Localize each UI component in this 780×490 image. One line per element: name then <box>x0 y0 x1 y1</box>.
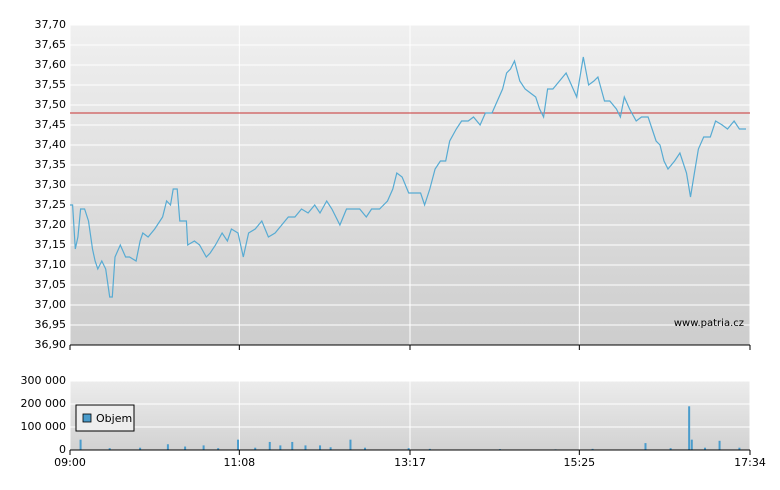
y-tick-label: 37,65 <box>35 38 67 51</box>
watermark: www.patria.cz <box>674 318 744 329</box>
volume-bar <box>291 441 294 450</box>
y-tick-label: 200 000 <box>21 397 67 410</box>
volume-bar <box>688 406 691 450</box>
y-tick-label: 37,40 <box>35 138 67 151</box>
volume-bar <box>319 445 322 450</box>
legend-label: Objem <box>96 412 132 425</box>
volume-bar <box>329 447 332 450</box>
x-tick-label: 09:00 <box>54 456 86 469</box>
y-tick-label: 37,30 <box>35 178 67 191</box>
y-tick-label: 100 000 <box>21 420 67 433</box>
volume-bar <box>669 448 672 450</box>
volume-bar <box>364 447 367 450</box>
volume-bar <box>591 448 594 450</box>
y-tick-label: 37,20 <box>35 218 67 231</box>
y-tick-label: 37,50 <box>35 98 67 111</box>
x-tick-label: 11:08 <box>223 456 255 469</box>
y-tick-label: 37,60 <box>35 58 67 71</box>
x-tick-label: 17:34 <box>734 456 766 469</box>
y-tick-label: 37,10 <box>35 258 67 271</box>
y-tick-label: 37,55 <box>35 78 67 91</box>
volume-bar <box>139 447 142 450</box>
volume-bar <box>407 448 410 450</box>
y-tick-label: 37,25 <box>35 198 67 211</box>
y-tick-label: 300 000 <box>21 374 67 387</box>
volume-bar <box>237 439 240 450</box>
volume-bar <box>428 448 431 450</box>
volume-bar <box>279 445 282 450</box>
volume-bar <box>254 447 257 450</box>
y-tick-label: 37,05 <box>35 278 67 291</box>
y-tick-label: 0 <box>59 443 66 456</box>
volume-bar <box>108 448 111 450</box>
y-tick-label: 37,00 <box>35 298 67 311</box>
volume-bar <box>184 446 187 450</box>
volume-bar <box>349 439 352 450</box>
volume-bar <box>718 440 721 450</box>
x-tick-label: 13:17 <box>394 456 426 469</box>
y-tick-label: 36,95 <box>35 318 67 331</box>
volume-bar <box>79 439 82 450</box>
volume-bar <box>166 444 169 450</box>
y-tick-label: 37,70 <box>35 18 67 31</box>
volume-bar <box>268 441 271 450</box>
volume-bar <box>304 445 307 450</box>
volume-bar <box>704 447 707 450</box>
volume-bar <box>690 439 693 450</box>
y-tick-label: 36,90 <box>35 338 67 351</box>
y-tick-label: 37,15 <box>35 238 67 251</box>
legend-swatch <box>82 413 92 423</box>
y-tick-label: 37,35 <box>35 158 67 171</box>
price-line <box>70 56 746 298</box>
volume-bar <box>738 447 741 450</box>
volume-bar <box>644 443 647 450</box>
y-tick-label: 37,45 <box>35 118 67 131</box>
volume-bar <box>202 445 205 450</box>
volume-bar <box>217 448 220 450</box>
x-tick-label: 15:25 <box>563 456 595 469</box>
